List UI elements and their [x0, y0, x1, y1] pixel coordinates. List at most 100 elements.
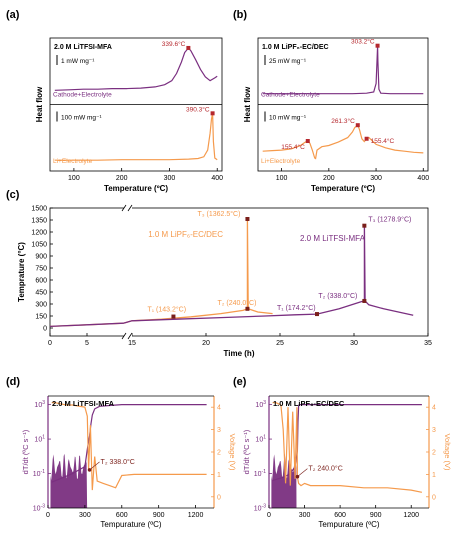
x-tick-label: 300 [299, 512, 311, 519]
x-tick-label: 100 [276, 175, 288, 182]
y2-axis-label: Voltage (V) [443, 433, 452, 471]
y-tick-label: 900 [35, 254, 47, 261]
y-tick-exponent: 1 [42, 435, 45, 441]
peak-label: 155.4°C [371, 137, 395, 145]
x-tick-label: 300 [370, 175, 382, 182]
panel-letter: (b) [233, 9, 247, 21]
y-tick-label: 10-1 [33, 469, 45, 478]
y2-tick-label: 3 [217, 427, 221, 434]
peak-marker [305, 139, 310, 144]
dTdt-noise-band [271, 453, 297, 508]
axis-break-gap [124, 333, 132, 339]
y2-axis-label: Voltage (V) [228, 433, 237, 471]
x-tick-label: 900 [370, 512, 382, 519]
peak-marker [210, 111, 215, 116]
peak-marker [375, 43, 380, 48]
y-tick-exponent: -1 [262, 469, 267, 475]
event-label: T₁ (174.2°C) [277, 304, 316, 312]
x-axis-label: Tempurature (ºC) [318, 520, 379, 529]
peak-label: 303.2°C [351, 38, 375, 46]
y-tick-label: 1050 [31, 242, 47, 249]
x-tick-label: 20 [202, 340, 210, 347]
x-tick-label: 400 [417, 175, 429, 182]
event-label: T₂ (240.0°C) [217, 299, 256, 307]
series-name: 1.0 M LiPF₆-EC/DEC [148, 230, 223, 239]
y-tick-label: 0 [43, 326, 47, 333]
x-tick-label: 600 [116, 512, 128, 519]
x-tick-label: 200 [116, 175, 128, 182]
scale-bar-label: 1 mW mg⁻¹ [61, 58, 95, 65]
y-tick-exponent: 1 [263, 435, 266, 441]
plot-frame [49, 207, 429, 337]
curve-label: Cathode+Electrolyte [53, 92, 112, 99]
y2-tick-label: 0 [217, 494, 221, 501]
panel-letter: (e) [233, 376, 247, 388]
event-marker [171, 314, 176, 319]
y-tick-label: 10-1 [254, 469, 266, 478]
y-tick-label: 10-3 [33, 504, 45, 513]
x-tick-label: 0 [46, 512, 50, 519]
y2-tick-label: 4 [217, 405, 221, 412]
x-axis-label: Tempurature (ºC) [100, 520, 161, 529]
y-tick-label: 450 [35, 290, 47, 297]
x-tick-label: 400 [211, 175, 223, 182]
y-tick-exponent: -1 [41, 469, 46, 475]
panel-letter: (d) [6, 376, 20, 388]
event-label: T₁ (143.2°C) [147, 306, 186, 314]
y-tick-label: 101 [255, 435, 266, 444]
y2-tick-label: 1 [432, 472, 436, 479]
panel-title: 2.0 M LiTFSI-MFA [54, 44, 112, 51]
y-tick-label: 1500 [31, 206, 47, 213]
x-axis-label: Temperature (ºC) [104, 184, 168, 193]
y-axis-label: dT/dt (ºC s⁻¹) [242, 429, 251, 474]
y-tick-label: 103 [255, 400, 266, 409]
y-tick-exponent: 3 [42, 400, 45, 406]
series-line-0 [262, 45, 424, 95]
x-axis-label: Time (h) [224, 349, 255, 358]
event-marker [315, 312, 319, 317]
y-tick-label: 1200 [31, 230, 47, 237]
peak-marker [186, 45, 191, 50]
x-tick-label: 35 [424, 340, 432, 347]
curve-label: Cathode+Electrolyte [261, 92, 320, 99]
series-line-voltage [272, 402, 423, 493]
y-axis-label: Heat flow [243, 86, 252, 122]
y-axis-label: dT/dt (ºC s⁻¹) [21, 429, 30, 474]
arc-chart: 0 150 300 450 600 750 900 1050 1200 1350 1500 0 5 15 2… [17, 204, 432, 358]
axis-break-mark [127, 204, 133, 212]
panel-title: 2.0 M LiTFSI-MFA [52, 399, 115, 408]
event-leader [297, 468, 308, 477]
dsc-chart-b: 303.2°C 1.0 M LiPF₆-EC/DEC 25 mW mg⁻¹ Catho… [243, 37, 429, 193]
series-line-1 [54, 113, 218, 161]
x-tick-label: 0 [267, 512, 271, 519]
x-tick-label: 200 [323, 175, 335, 182]
y-tick-label: 750 [35, 266, 47, 273]
x-tick-label: 300 [79, 512, 91, 519]
y-tick-exponent: -3 [262, 504, 267, 510]
event-label: T₃ (1362.5°C) [197, 210, 240, 218]
curve-label: Li+Electrolyte [53, 158, 93, 165]
dual-axis-chart-d: T₂ 338.0°C 10-3 10-1 101 103 0 1 2 3 4 0 300 600 900 1… [21, 395, 237, 529]
curve-label: Li+Electrolyte [261, 158, 301, 165]
event-marker [245, 217, 250, 221]
x-tick-label: 1200 [188, 512, 204, 519]
x-tick-label: 1200 [403, 512, 419, 519]
x-tick-label: 30 [350, 340, 358, 347]
series-line-1 [49, 225, 414, 328]
axis-break-mark [127, 332, 133, 340]
series-line-0 [54, 47, 218, 91]
event-label: T₃ (1278.9°C) [368, 216, 411, 224]
axis-break-gap [124, 205, 132, 211]
y-tick-label: 600 [35, 278, 47, 285]
event-marker [245, 306, 250, 311]
peak-label: 339.6°C [162, 40, 186, 48]
series-line-dTdt [51, 404, 207, 483]
x-tick-label: 0 [48, 340, 52, 347]
series-line-1 [262, 124, 424, 160]
y2-tick-label: 0 [432, 494, 436, 501]
y-tick-label: 10-3 [254, 504, 266, 513]
x-tick-label: 25 [276, 340, 284, 347]
scale-bar-label: 10 mW mg⁻¹ [269, 115, 307, 122]
peak-label: 155.4°C [281, 143, 305, 151]
